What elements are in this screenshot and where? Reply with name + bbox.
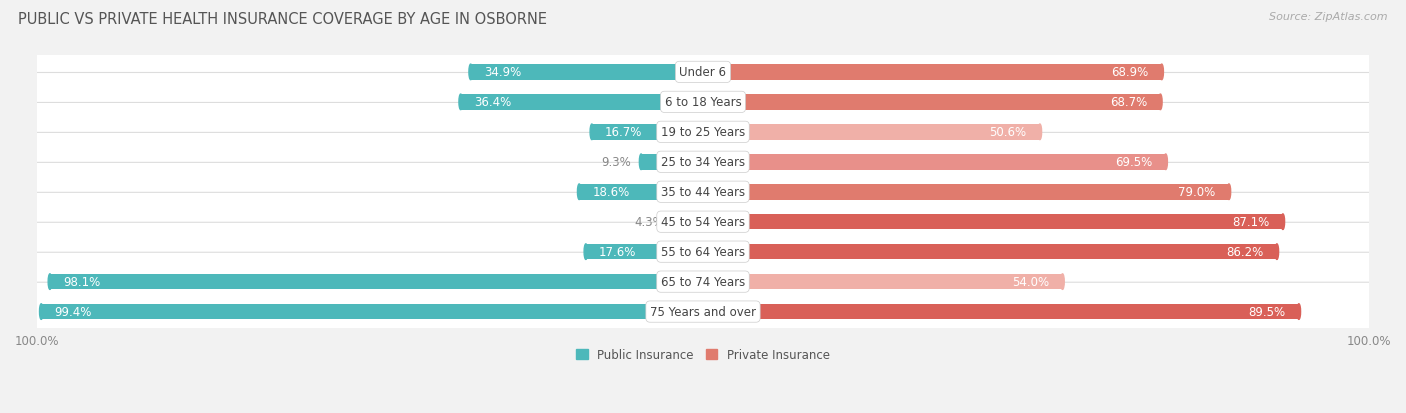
Circle shape	[1298, 304, 1301, 320]
Text: 35 to 44 Years: 35 to 44 Years	[661, 186, 745, 199]
Text: 89.5%: 89.5%	[1249, 305, 1285, 318]
Text: 19 to 25 Years: 19 to 25 Years	[661, 126, 745, 139]
Text: 75 Years and over: 75 Years and over	[650, 305, 756, 318]
Bar	[703, 65, 1161, 81]
Bar	[703, 185, 1229, 200]
Text: 55 to 64 Years: 55 to 64 Years	[661, 246, 745, 259]
Circle shape	[1227, 185, 1230, 200]
Circle shape	[39, 304, 44, 320]
Text: 54.0%: 54.0%	[1012, 275, 1049, 288]
FancyBboxPatch shape	[31, 43, 1375, 102]
Text: 69.5%: 69.5%	[1115, 156, 1153, 169]
Circle shape	[591, 125, 593, 140]
Text: 98.1%: 98.1%	[63, 275, 100, 288]
FancyBboxPatch shape	[31, 73, 1375, 132]
Circle shape	[48, 274, 52, 290]
Text: 79.0%: 79.0%	[1178, 186, 1216, 199]
Bar	[41, 304, 703, 320]
Text: Under 6: Under 6	[679, 66, 727, 79]
Text: 68.9%: 68.9%	[1111, 66, 1149, 79]
Circle shape	[470, 65, 472, 81]
Bar	[703, 274, 1063, 290]
Bar	[703, 125, 1040, 140]
Circle shape	[1038, 125, 1042, 140]
Text: 34.9%: 34.9%	[484, 66, 522, 79]
FancyBboxPatch shape	[31, 163, 1375, 221]
FancyBboxPatch shape	[31, 282, 1375, 341]
Circle shape	[1281, 214, 1285, 230]
Text: 86.2%: 86.2%	[1226, 246, 1264, 259]
Text: 4.3%: 4.3%	[634, 216, 665, 229]
FancyBboxPatch shape	[31, 253, 1375, 311]
Text: 16.7%: 16.7%	[605, 126, 643, 139]
Bar	[49, 274, 703, 290]
FancyBboxPatch shape	[31, 133, 1375, 192]
Bar	[579, 185, 703, 200]
Text: Source: ZipAtlas.com: Source: ZipAtlas.com	[1270, 12, 1388, 22]
Text: 99.4%: 99.4%	[55, 305, 91, 318]
Bar	[703, 214, 1282, 230]
Text: 25 to 34 Years: 25 to 34 Years	[661, 156, 745, 169]
Text: 87.1%: 87.1%	[1232, 216, 1270, 229]
Text: PUBLIC VS PRIVATE HEALTH INSURANCE COVERAGE BY AGE IN OSBORNE: PUBLIC VS PRIVATE HEALTH INSURANCE COVER…	[18, 12, 547, 27]
Bar	[592, 125, 703, 140]
Bar	[471, 65, 703, 81]
Text: 45 to 54 Years: 45 to 54 Years	[661, 216, 745, 229]
Bar	[641, 154, 703, 170]
FancyBboxPatch shape	[31, 193, 1375, 252]
Circle shape	[672, 214, 676, 230]
Circle shape	[640, 154, 643, 170]
Circle shape	[583, 244, 588, 260]
Bar	[461, 95, 703, 110]
Bar	[586, 244, 703, 260]
Circle shape	[1275, 244, 1278, 260]
Bar	[703, 95, 1160, 110]
FancyBboxPatch shape	[31, 223, 1375, 281]
Text: 50.6%: 50.6%	[990, 126, 1026, 139]
Circle shape	[578, 185, 581, 200]
Text: 65 to 74 Years: 65 to 74 Years	[661, 275, 745, 288]
Text: 36.4%: 36.4%	[474, 96, 512, 109]
Text: 18.6%: 18.6%	[592, 186, 630, 199]
Text: 68.7%: 68.7%	[1109, 96, 1147, 109]
Bar	[703, 304, 1299, 320]
Circle shape	[1164, 154, 1167, 170]
Legend: Public Insurance, Private Insurance: Public Insurance, Private Insurance	[571, 344, 835, 366]
Circle shape	[1159, 95, 1163, 110]
FancyBboxPatch shape	[31, 103, 1375, 162]
Circle shape	[1060, 274, 1064, 290]
Bar	[703, 244, 1277, 260]
Bar	[703, 154, 1166, 170]
Bar	[675, 214, 703, 230]
Circle shape	[1160, 65, 1163, 81]
Text: 9.3%: 9.3%	[602, 156, 631, 169]
Text: 6 to 18 Years: 6 to 18 Years	[665, 96, 741, 109]
Circle shape	[458, 95, 463, 110]
Text: 17.6%: 17.6%	[599, 246, 637, 259]
